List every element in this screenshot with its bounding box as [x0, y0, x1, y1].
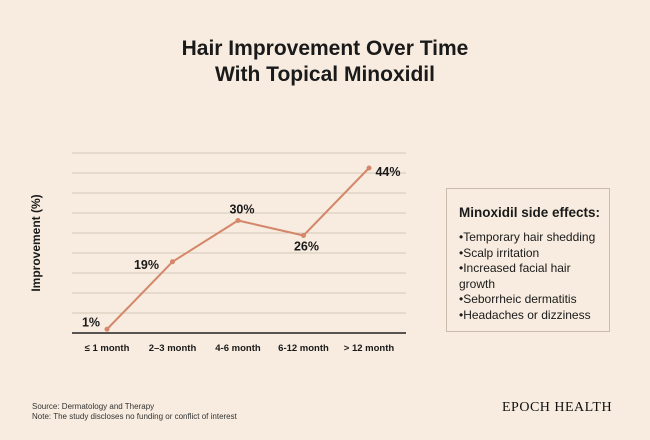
side-effect-item: •Headaches or dizziness: [459, 307, 591, 322]
side-effects-title: Minoxidil side effects:: [459, 205, 601, 220]
data-point: [104, 326, 110, 332]
footnote: Source: Dermatology and Therapy Note: Th…: [32, 402, 237, 422]
series-line: [106, 167, 370, 330]
x-tick-label: 4-6 month: [215, 343, 261, 354]
chart-title-line-2: With Topical Minoxidil: [215, 63, 435, 86]
side-effect-item: •Temporary hair shedding: [459, 230, 596, 244]
x-tick-label: 6-12 month: [278, 343, 329, 354]
source-text: Source: Dermatology and Therapy: [32, 402, 155, 411]
chart-title: Hair Improvement Over Time With Topical …: [0, 36, 650, 88]
data-point: [235, 218, 241, 223]
data-label: 30%: [229, 203, 254, 217]
data-label: 44%: [375, 165, 400, 179]
side-effect-item: •Seborrheic dermatitis: [459, 292, 577, 306]
side-effects-box: Minoxidil side effects: •Temporary hair …: [446, 188, 610, 332]
side-effect-item: •Scalp irritation: [459, 245, 540, 260]
x-tick-label: ≤ 1 month: [85, 343, 130, 354]
chart-title-line-1: Hair Improvement Over Time: [181, 37, 469, 60]
x-tick-label: > 12 month: [344, 343, 395, 354]
data-label: 26%: [294, 240, 319, 254]
x-tick-label: 2–3 month: [149, 343, 197, 354]
y-axis-label: Improvement (%): [29, 194, 43, 291]
side-effects-list: •Temporary hair shedding •Scalp irritatio…: [459, 230, 601, 323]
data-point: [301, 233, 306, 238]
data-label: 19%: [134, 258, 159, 272]
data-point: [170, 259, 175, 265]
side-effect-item: •Increased facial hair growth: [459, 261, 571, 291]
note-text: Note: The study discloses no funding or …: [32, 412, 237, 421]
data-point: [366, 165, 372, 171]
brand-logo: EPOCH HEALTH: [502, 400, 613, 415]
data-label: 1%: [82, 315, 100, 329]
